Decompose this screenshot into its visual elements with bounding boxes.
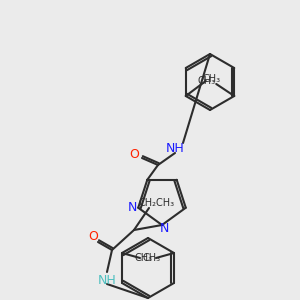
Text: CH₂CH₃: CH₂CH₃ <box>139 198 175 208</box>
Text: CH₃: CH₃ <box>135 253 153 263</box>
Text: NH: NH <box>166 142 184 154</box>
Text: N: N <box>128 201 137 214</box>
Text: O: O <box>129 148 139 160</box>
Text: N: N <box>159 221 169 235</box>
Text: CH₃: CH₃ <box>197 76 215 86</box>
Text: O: O <box>88 230 98 244</box>
Text: CH₃: CH₃ <box>143 253 161 263</box>
Text: NH: NH <box>98 274 116 286</box>
Text: CH₃: CH₃ <box>203 74 221 84</box>
